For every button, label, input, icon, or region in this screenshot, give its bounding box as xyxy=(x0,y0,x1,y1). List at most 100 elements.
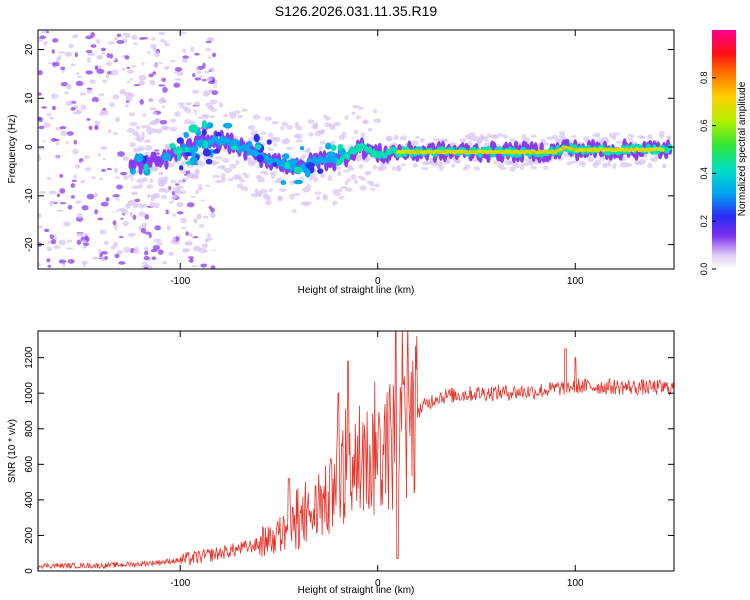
spectrogram-noise-blob xyxy=(57,51,66,54)
spectrogram-cluster-blob xyxy=(289,158,298,165)
spectrogram-halo-blob xyxy=(396,165,401,172)
spectrogram-halo-blob xyxy=(492,134,499,140)
spectrogram-noise-blob xyxy=(193,245,201,252)
spectrogram-halo-blob xyxy=(350,174,357,180)
spectrogram-noise-blob xyxy=(171,190,176,196)
spectrogram-noise-blob xyxy=(56,193,61,198)
spectrogram-noise-blob xyxy=(142,261,147,264)
spectrogram-halo-blob xyxy=(509,138,516,143)
spectrogram-noise-blob xyxy=(91,101,98,108)
spectrogram-halo-blob xyxy=(484,137,489,142)
spectrogram-noise-blob xyxy=(76,72,80,75)
spectrogram-noise-blob xyxy=(213,85,218,88)
spectrogram-halo-blob xyxy=(332,189,338,193)
spectrogram-ridge-peak xyxy=(555,149,563,152)
spectrogram-ridge-peak xyxy=(650,148,658,151)
spectrogram-halo-blob xyxy=(358,106,364,110)
spectrogram-noise-blob xyxy=(47,246,53,252)
spectrogram-halo-blob xyxy=(399,135,408,141)
spectrogram-noise-blob xyxy=(71,179,77,182)
spectrogram-halo-blob xyxy=(142,177,148,182)
spectrogram-halo-blob xyxy=(296,125,303,131)
spectrogram-halo-blob xyxy=(306,183,312,190)
spectrogram-noise-blob xyxy=(70,106,76,111)
spectrogram-noise-blob xyxy=(197,186,204,191)
spectrogram-noise-blob xyxy=(67,204,73,210)
spectrogram-halo-blob xyxy=(179,190,187,195)
spectrogram-halo-blob xyxy=(362,120,369,124)
spectrogram-halo-blob xyxy=(160,178,168,185)
spectrogram-noise-blob xyxy=(54,138,60,142)
spectrogram-noise-blob xyxy=(101,79,108,83)
spectrogram-noise-blob xyxy=(48,190,57,195)
spectrogram-halo-blob xyxy=(205,102,213,108)
spectrogram-cluster-blob xyxy=(203,139,209,149)
spectrogram-halo-blob xyxy=(612,163,617,169)
spectrogram-noise-blob xyxy=(182,48,187,53)
spectrogram-noise-blob xyxy=(130,178,135,181)
spectrogram-noise-blob xyxy=(195,68,200,71)
spectrogram-halo-blob xyxy=(135,125,141,130)
spectrogram-noise-blob xyxy=(151,37,156,41)
spectrogram-noise-blob xyxy=(183,37,188,42)
spectrogram-noise-blob xyxy=(120,171,128,176)
spectrogram-noise-blob xyxy=(85,70,94,75)
spectrogram-halo-blob xyxy=(161,194,167,200)
spectrogram-halo-blob xyxy=(176,188,181,194)
spectrogram-halo-blob xyxy=(306,147,312,153)
spectrogram-noise-blob xyxy=(122,220,129,227)
spectrogram-noise-blob xyxy=(144,250,149,256)
spectrogram-noise-blob xyxy=(104,115,112,118)
spectrogram-noise-blob xyxy=(102,157,106,161)
spectrogram-halo-blob xyxy=(367,127,373,132)
spectrogram-halo-blob xyxy=(210,99,218,105)
spectrogram-halo-blob xyxy=(170,179,177,184)
spectrogram-noise-blob xyxy=(141,131,145,135)
spectrogram-noise-blob xyxy=(190,46,195,52)
spectrogram-noise-blob xyxy=(210,67,215,73)
spectrogram-noise-blob xyxy=(142,113,147,117)
spectrogram-halo-blob xyxy=(319,173,326,178)
spectrogram-noise-blob xyxy=(192,184,199,189)
spectrogram-noise-blob xyxy=(206,233,211,238)
spectrogram-noise-blob xyxy=(164,65,170,71)
spectrogram-noise-blob xyxy=(180,182,187,186)
spectrogram-noise-blob xyxy=(131,191,139,196)
spectrogram-noise-blob xyxy=(102,107,107,111)
spectrogram-noise-blob xyxy=(85,49,93,54)
spectrogram-x-tick-label: 100 xyxy=(567,276,584,287)
spectrogram-halo-blob xyxy=(154,117,160,124)
spectrogram-halo-blob xyxy=(318,145,323,152)
spectrogram-noise-blob xyxy=(113,224,118,230)
spectrogram-halo-blob xyxy=(293,192,301,196)
spectrogram-noise-blob xyxy=(105,73,110,79)
spectrogram-noise-blob xyxy=(204,70,210,74)
spectrogram-noise-blob xyxy=(185,170,191,175)
spectrogram-halo-blob xyxy=(338,195,345,200)
spectrogram-halo-blob xyxy=(639,158,647,164)
spectrogram-halo-blob xyxy=(322,194,328,201)
spectrogram-halo-blob xyxy=(222,113,229,118)
spectrogram-halo-blob xyxy=(551,134,559,139)
spectrogram-halo-blob xyxy=(136,178,145,184)
spectrogram-noise-blob xyxy=(70,195,75,199)
spectrogram-ridge-core xyxy=(264,153,270,161)
spectrogram-halo-blob xyxy=(324,116,331,121)
spectrogram-noise-blob xyxy=(112,209,118,213)
spectrogram-noise-blob xyxy=(202,34,208,38)
spectrogram-noise-blob xyxy=(129,78,133,81)
spectrogram-halo-blob xyxy=(571,134,577,139)
spectrogram-noise-blob xyxy=(76,239,82,245)
colorbar-label: Normalized spectral amplitude xyxy=(737,81,748,216)
spectrogram-halo-blob xyxy=(666,135,672,139)
spectrogram-halo-blob xyxy=(566,161,573,166)
spectrogram-halo-blob xyxy=(291,209,297,213)
spectrogram-noise-blob xyxy=(147,98,154,102)
spectrogram-noise-blob xyxy=(207,56,212,59)
spectrogram-noise-blob xyxy=(176,202,184,208)
spectrogram-halo-blob xyxy=(556,138,563,143)
spectrogram-noise-blob xyxy=(174,66,183,72)
spectrogram-cluster-blob xyxy=(293,179,304,185)
spectrogram-halo-blob xyxy=(182,177,189,181)
spectrogram-cluster-blob xyxy=(256,154,264,163)
